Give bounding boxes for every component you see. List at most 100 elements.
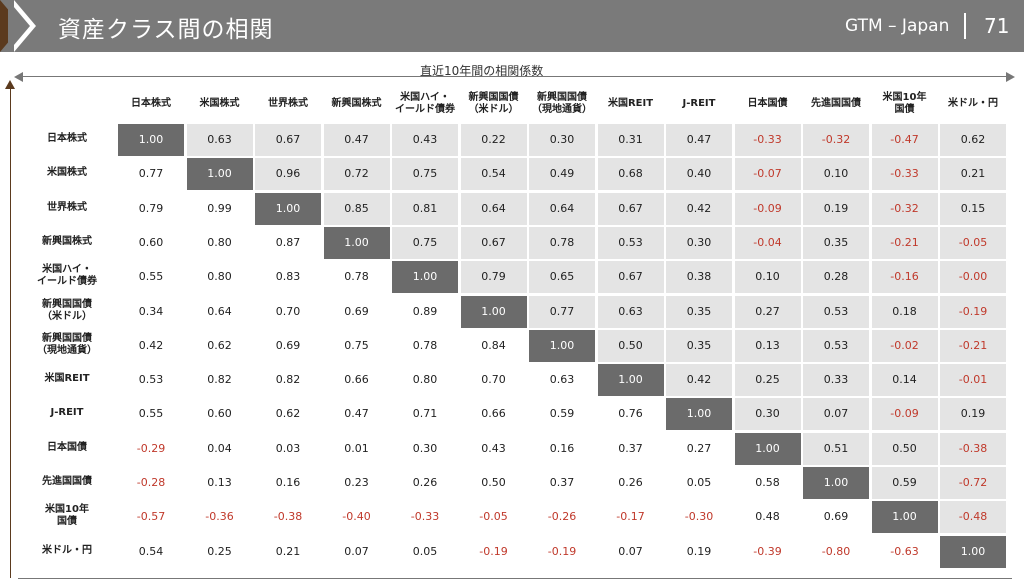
matrix-cell: 0.25: [734, 364, 801, 397]
matrix-cell: -0.05: [940, 226, 1006, 259]
matrix-cell: 0.82: [275, 373, 301, 387]
matrix-cell: 0.77: [138, 167, 164, 181]
matrix-cell: 0.26: [618, 476, 643, 489]
matrix-cell: 0.78: [529, 226, 595, 259]
matrix-cell: 0.21: [940, 158, 1006, 191]
column-header: J-REIT: [682, 98, 716, 109]
matrix-cell: 1.00: [323, 226, 390, 259]
page-number: 71: [984, 14, 1010, 38]
matrix-cell: -0.29: [136, 441, 166, 455]
row-header: 新興国国債 （現地通貨）: [37, 332, 97, 356]
matrix-cell: -0.38: [273, 510, 303, 524]
matrix-cell: 0.34: [138, 304, 164, 318]
matrix-cell: 0.50: [871, 432, 938, 465]
matrix-cell: -0.19: [547, 544, 577, 558]
matrix-cell: -0.57: [136, 510, 166, 524]
header-divider: [964, 13, 966, 39]
matrix-cell: 0.40: [666, 158, 732, 191]
matrix-cell: 0.30: [412, 441, 438, 455]
matrix-cell: 1.00: [186, 158, 253, 191]
matrix-cell: 0.54: [460, 158, 527, 191]
matrix-cell: 0.78: [412, 338, 438, 352]
matrix-cell: -0.00: [940, 261, 1006, 294]
matrix-cell: 0.21: [275, 544, 301, 558]
matrix-cell: 1.00: [940, 535, 1006, 568]
matrix-cell: 0.53: [803, 295, 869, 328]
row-header: J-REIT: [50, 407, 84, 419]
matrix-cell: -0.17: [616, 510, 645, 524]
matrix-cell: 1.00: [597, 364, 664, 397]
row-header: 米国ハイ・ イールド債券: [37, 264, 97, 288]
row-header: 米国株式: [47, 167, 87, 179]
arrow-left-icon: [14, 72, 23, 82]
arrow-up-icon: [5, 80, 15, 89]
arrow-right-icon: [1006, 72, 1015, 82]
matrix-cell: 0.49: [529, 158, 595, 191]
matrix-cell: 0.31: [597, 124, 664, 156]
matrix-cell: 0.19: [803, 192, 869, 225]
matrix-cell: 0.80: [412, 373, 438, 387]
matrix-cell: 0.62: [940, 124, 1006, 156]
matrix-cell: 0.54: [138, 544, 164, 558]
matrix-cell: -0.32: [871, 192, 938, 225]
matrix-cell: 1.00: [871, 501, 938, 534]
matrix-cell: 0.68: [597, 158, 664, 191]
matrix-cell: 0.99: [207, 201, 232, 215]
matrix-cell: 0.16: [549, 441, 575, 455]
matrix-cell: 0.85: [323, 192, 390, 225]
matrix-cell: 0.67: [460, 226, 527, 259]
matrix-cell: 0.69: [823, 510, 849, 524]
matrix-cell: 0.70: [481, 373, 506, 387]
matrix-cell: 0.19: [940, 398, 1006, 431]
matrix-cell: 0.67: [597, 261, 664, 294]
matrix-cell: 0.25: [207, 544, 232, 558]
matrix-cell: -0.32: [803, 124, 869, 156]
matrix-cell: 1.00: [118, 124, 184, 156]
matrix-cell: 0.67: [597, 192, 664, 225]
matrix-cell: 0.80: [207, 235, 232, 249]
matrix-cell: 1.00: [529, 329, 595, 362]
matrix-cell: 0.78: [344, 270, 369, 284]
matrix-cell: 0.75: [344, 338, 369, 352]
matrix-cell: 0.66: [344, 373, 369, 387]
header-bar: 資産クラス間の相関 GTM – Japan 71: [0, 0, 1024, 52]
matrix-cell: 0.13: [734, 329, 801, 362]
matrix-cell: 0.35: [666, 329, 732, 362]
matrix-cell: 0.28: [803, 261, 869, 294]
matrix-cell: 0.18: [871, 295, 938, 328]
matrix-cell: -0.05: [479, 510, 508, 524]
brand-label: GTM – Japan: [845, 16, 950, 36]
matrix-cell: -0.19: [479, 544, 508, 558]
matrix-cell: 0.63: [549, 373, 575, 387]
matrix-cell: 1.00: [255, 192, 321, 225]
left-axis-line: [10, 88, 11, 578]
matrix-cell: 0.30: [666, 226, 732, 259]
row-header: 米国10年 国債: [45, 504, 89, 528]
matrix-cell: 0.60: [207, 407, 232, 421]
matrix-cell: 0.76: [618, 407, 643, 421]
matrix-cell: 0.75: [392, 158, 458, 191]
row-header: 世界株式: [47, 201, 87, 213]
bottom-axis-line: [18, 578, 1012, 579]
matrix-cell: -0.72: [940, 467, 1006, 499]
matrix-cell: 0.38: [666, 261, 732, 294]
column-header: 新興国国債 （現地通貨）: [532, 92, 592, 115]
matrix-cell: -0.38: [940, 432, 1006, 465]
matrix-cell: 0.84: [481, 338, 506, 352]
matrix-cell: -0.16: [871, 261, 938, 294]
matrix-cell: 1.00: [734, 432, 801, 465]
matrix-cell: -0.04: [734, 226, 801, 259]
matrix-cell: 0.43: [481, 441, 506, 455]
matrix-cell: -0.09: [871, 398, 938, 431]
column-header: 米国ハイ・ イールド債券: [395, 92, 455, 115]
chart-title: 直近10年間の相関係数: [420, 64, 544, 78]
matrix-cell: 0.13: [207, 476, 232, 489]
matrix-cell: 0.43: [392, 124, 458, 156]
matrix-cell: 0.04: [207, 441, 232, 455]
matrix-cell: 0.03: [275, 441, 301, 455]
matrix-cell: 0.27: [734, 295, 801, 328]
matrix-cell: -0.28: [136, 476, 166, 489]
matrix-cell: -0.21: [871, 226, 938, 259]
matrix-cell: 0.69: [344, 304, 369, 318]
